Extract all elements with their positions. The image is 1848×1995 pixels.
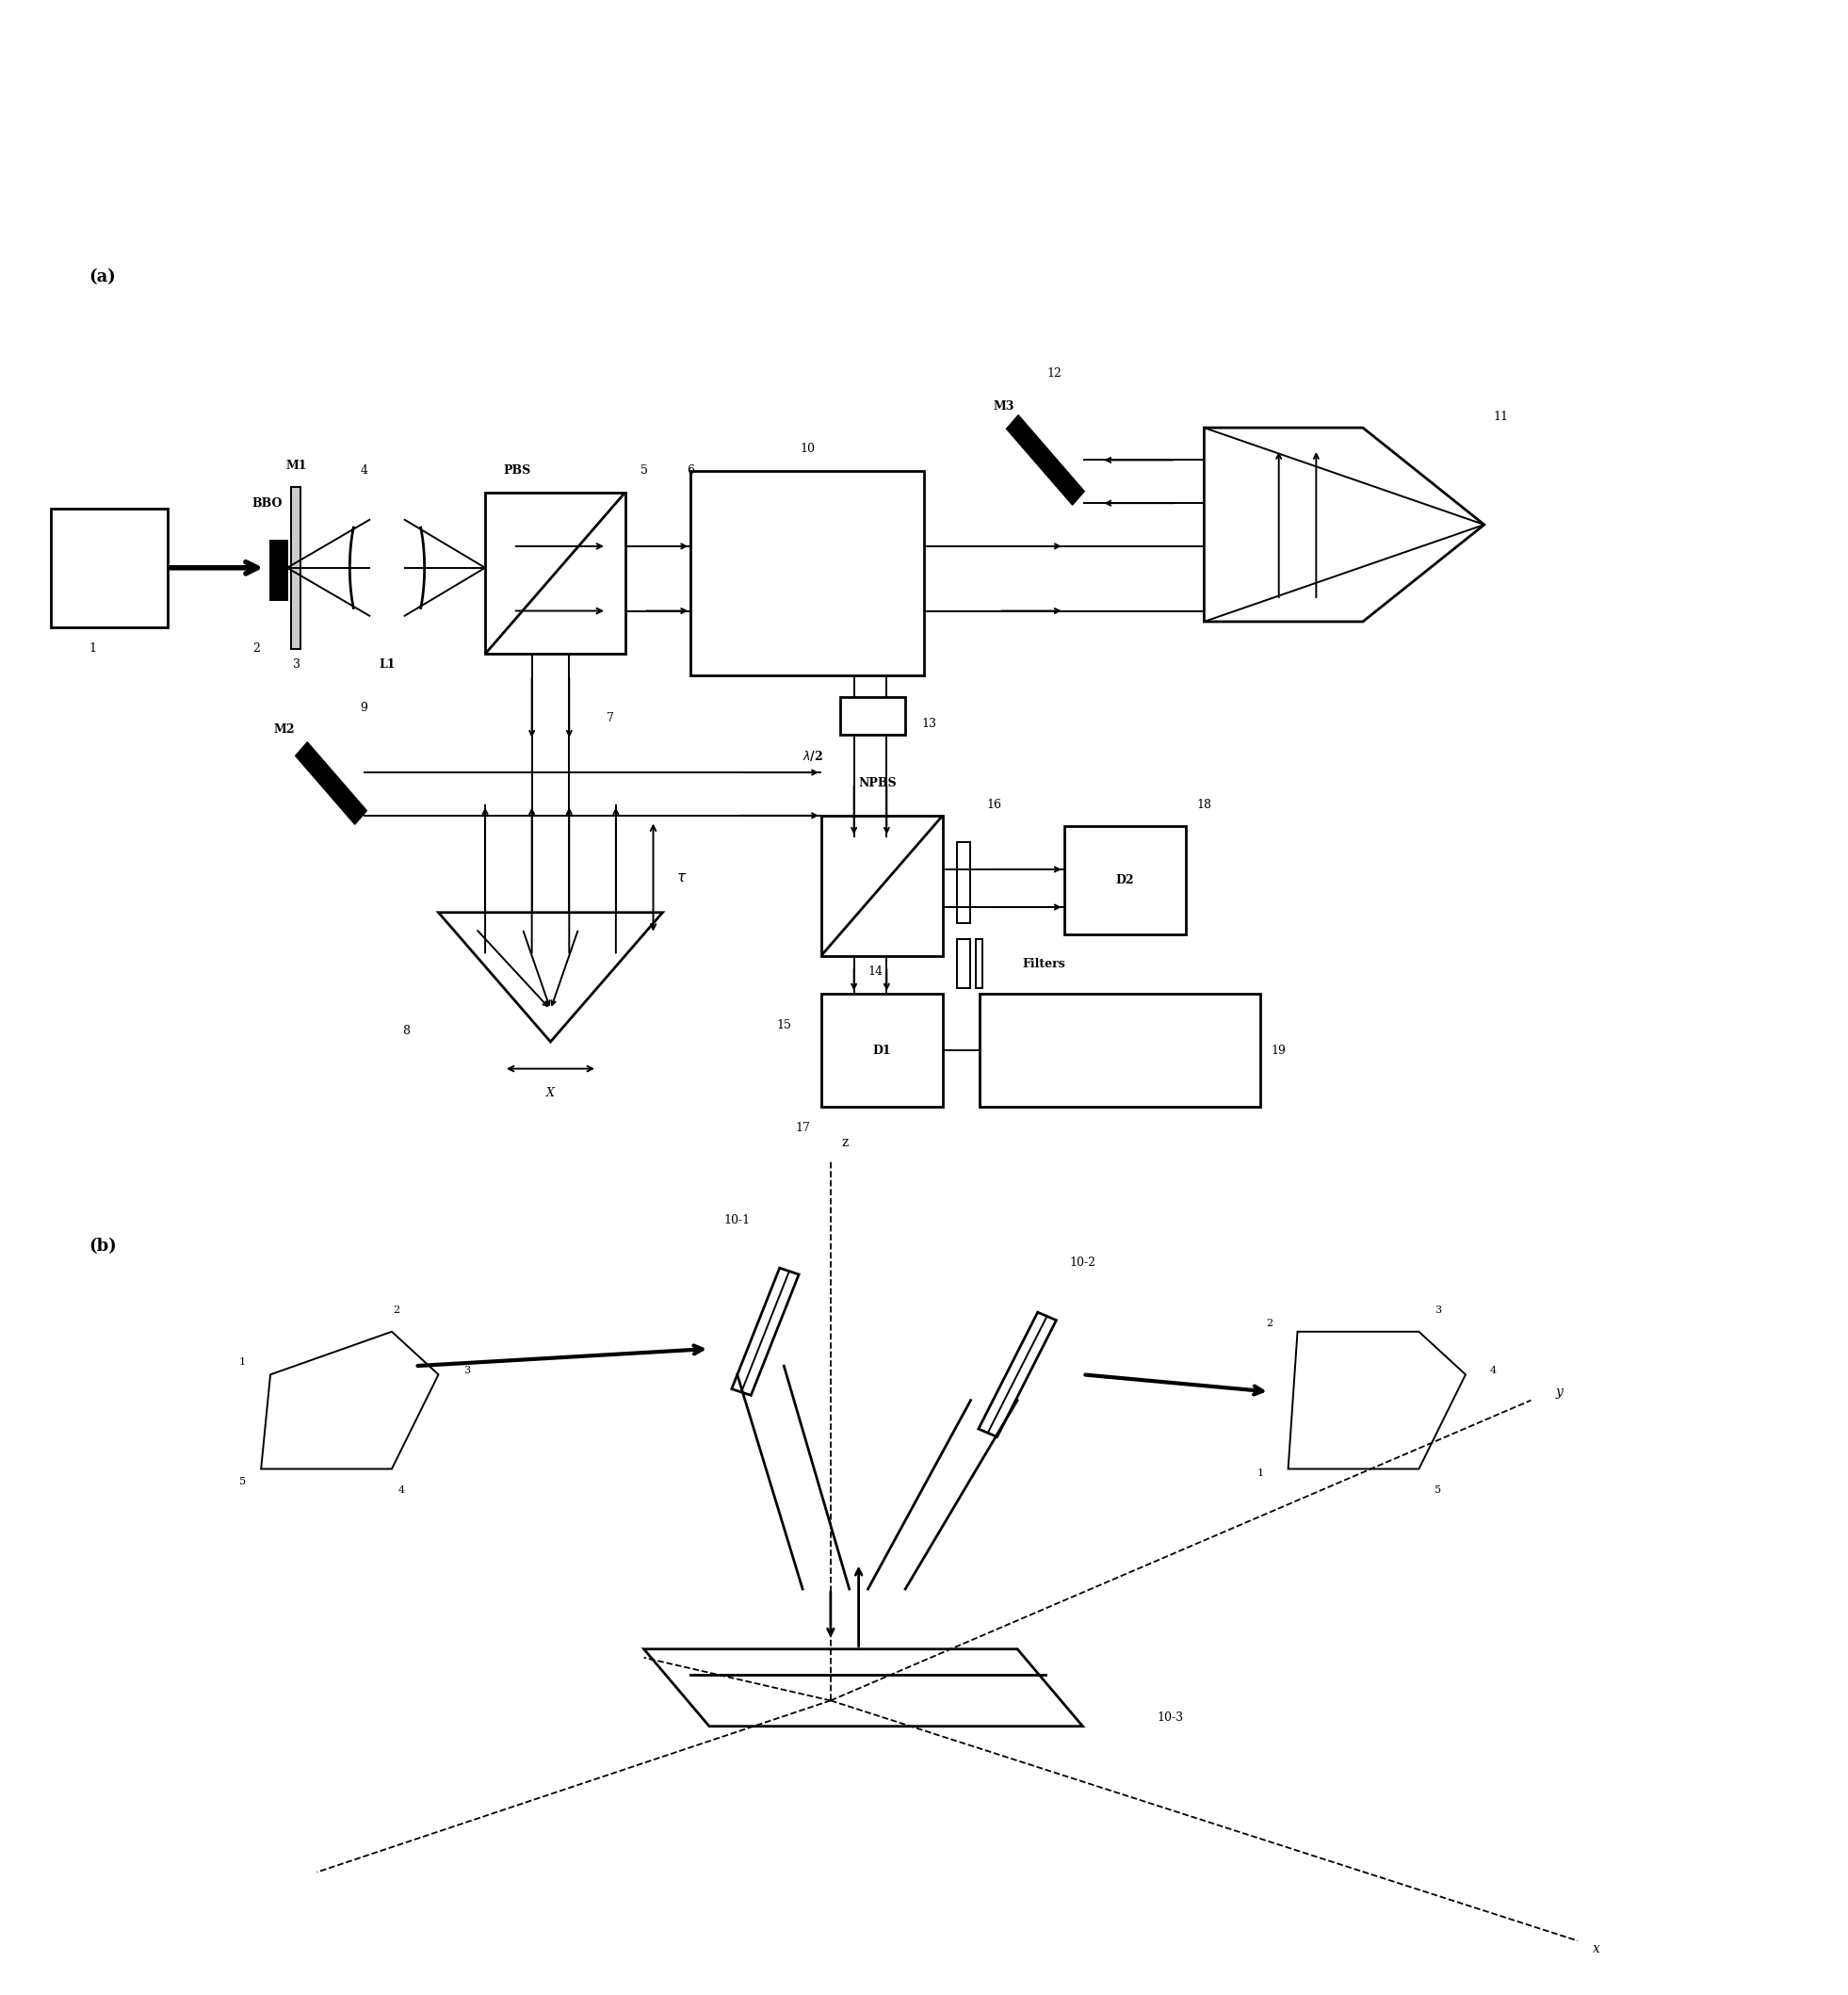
Text: 3: 3 xyxy=(1434,1305,1441,1315)
Text: 13: 13 xyxy=(920,718,937,730)
Text: BBO: BBO xyxy=(251,497,283,509)
Bar xyxy=(957,940,970,988)
Bar xyxy=(841,696,906,734)
Text: PBS: PBS xyxy=(505,465,532,477)
Text: 7: 7 xyxy=(606,712,614,724)
Text: X: X xyxy=(547,1087,554,1099)
Text: 1: 1 xyxy=(1257,1468,1264,1478)
Text: 2: 2 xyxy=(394,1305,399,1315)
Bar xyxy=(1064,826,1185,934)
Text: z: z xyxy=(841,1137,848,1149)
Text: M1: M1 xyxy=(286,459,307,471)
Bar xyxy=(270,541,286,600)
Text: D1: D1 xyxy=(872,1043,891,1057)
Text: M2: M2 xyxy=(274,724,296,736)
Text: 19: 19 xyxy=(1271,1043,1286,1057)
Bar xyxy=(691,471,924,676)
Text: 4: 4 xyxy=(397,1486,405,1494)
Text: 17: 17 xyxy=(795,1121,809,1133)
Text: 15: 15 xyxy=(776,1019,791,1031)
Text: 3: 3 xyxy=(464,1365,469,1375)
Text: (a): (a) xyxy=(89,269,115,285)
Bar xyxy=(821,994,942,1107)
Polygon shape xyxy=(1007,415,1085,505)
Text: 12: 12 xyxy=(1048,367,1063,379)
Text: 3: 3 xyxy=(292,658,301,670)
Text: 16: 16 xyxy=(987,798,1002,810)
Text: 4: 4 xyxy=(360,465,368,477)
Polygon shape xyxy=(261,1333,438,1468)
Text: 4: 4 xyxy=(1489,1365,1497,1375)
Polygon shape xyxy=(732,1269,798,1395)
Polygon shape xyxy=(643,1650,1083,1726)
Polygon shape xyxy=(1205,427,1484,622)
Bar xyxy=(957,842,970,924)
Text: 10: 10 xyxy=(800,443,815,455)
Text: $\tau$: $\tau$ xyxy=(676,872,686,884)
Text: 5: 5 xyxy=(639,465,647,477)
Polygon shape xyxy=(438,912,663,1041)
Text: 5: 5 xyxy=(238,1476,246,1486)
Text: 8: 8 xyxy=(403,1025,410,1037)
Text: (b): (b) xyxy=(89,1237,116,1255)
Text: y: y xyxy=(1556,1385,1563,1398)
Bar xyxy=(821,816,942,956)
Text: 5: 5 xyxy=(1434,1486,1441,1494)
Text: M3: M3 xyxy=(992,401,1015,413)
Bar xyxy=(486,493,625,654)
Text: NPBS: NPBS xyxy=(857,778,896,790)
Text: 2: 2 xyxy=(1266,1319,1273,1329)
Bar xyxy=(976,940,983,988)
Text: 10-3: 10-3 xyxy=(1157,1712,1185,1724)
Text: L1: L1 xyxy=(379,658,395,670)
Text: x: x xyxy=(1593,1943,1600,1955)
Text: 11: 11 xyxy=(1493,411,1508,423)
Text: 1: 1 xyxy=(238,1357,246,1367)
Bar xyxy=(52,509,168,626)
Text: 18: 18 xyxy=(1198,798,1212,810)
Bar xyxy=(979,994,1260,1107)
Text: $\lambda$/2: $\lambda$/2 xyxy=(802,750,824,764)
Polygon shape xyxy=(978,1313,1057,1436)
Text: 10-2: 10-2 xyxy=(1070,1257,1096,1269)
Text: 9: 9 xyxy=(360,702,368,714)
Polygon shape xyxy=(1288,1333,1465,1468)
Text: 2: 2 xyxy=(253,642,261,654)
Text: Filters: Filters xyxy=(1022,958,1064,970)
Text: 1: 1 xyxy=(89,642,96,654)
Text: D2: D2 xyxy=(1116,874,1135,886)
Text: 6: 6 xyxy=(687,465,695,477)
Bar xyxy=(290,487,299,648)
Text: 14: 14 xyxy=(869,966,883,978)
Text: 10-1: 10-1 xyxy=(724,1215,750,1227)
Polygon shape xyxy=(296,742,366,824)
